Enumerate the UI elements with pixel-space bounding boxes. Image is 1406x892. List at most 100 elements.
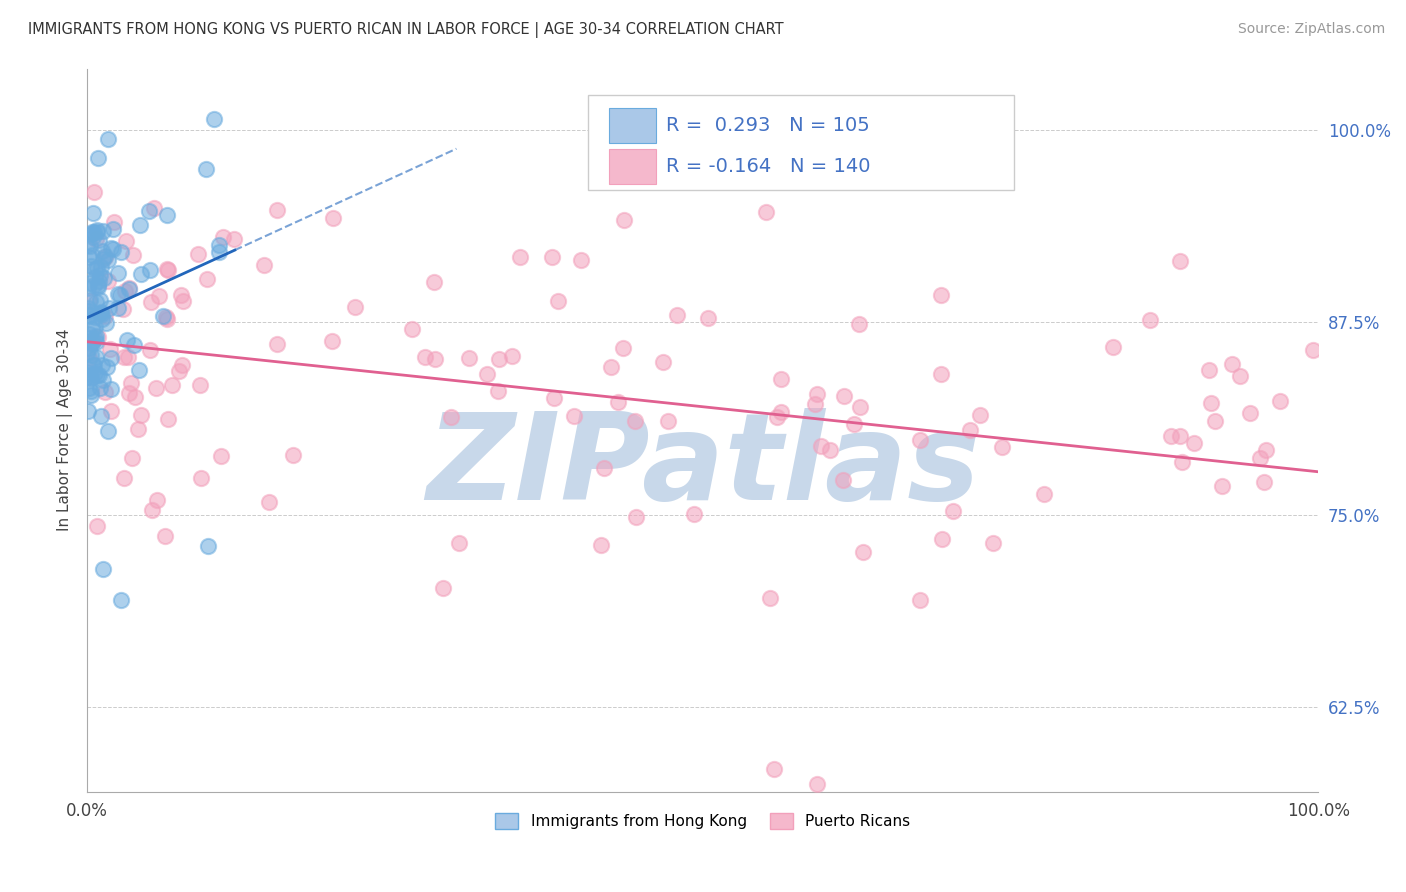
Point xyxy=(401,322,423,336)
Point xyxy=(97,425,120,439)
Point xyxy=(77,281,100,295)
Point xyxy=(82,334,104,348)
Point xyxy=(624,414,647,428)
Point xyxy=(266,202,288,217)
Point xyxy=(832,473,855,487)
Point xyxy=(76,237,98,252)
Point xyxy=(108,288,131,302)
Point xyxy=(82,230,104,244)
Point xyxy=(83,277,105,292)
Point xyxy=(77,381,100,395)
Point xyxy=(766,409,789,424)
Point xyxy=(759,591,782,605)
Point xyxy=(127,421,149,435)
Point xyxy=(77,301,100,315)
Point xyxy=(83,185,105,199)
Point xyxy=(114,284,136,298)
Point xyxy=(77,294,100,309)
Point xyxy=(910,433,932,447)
Point xyxy=(167,364,190,378)
Point xyxy=(197,539,219,553)
Point xyxy=(981,536,1004,550)
Point xyxy=(122,248,145,262)
Point xyxy=(321,334,343,348)
Point xyxy=(1249,450,1271,465)
Point xyxy=(80,248,103,262)
Point xyxy=(969,409,991,423)
Point xyxy=(107,266,129,280)
Point xyxy=(90,260,112,274)
Point xyxy=(86,232,108,246)
Point xyxy=(755,204,778,219)
Point xyxy=(208,244,231,259)
Point xyxy=(89,268,111,282)
Point xyxy=(447,536,470,550)
Point xyxy=(96,274,118,288)
Point xyxy=(82,358,104,372)
Point xyxy=(509,251,531,265)
Point xyxy=(84,319,107,334)
Point xyxy=(486,384,509,399)
Point xyxy=(97,301,120,315)
Point xyxy=(100,351,122,366)
Point xyxy=(89,274,111,288)
Point xyxy=(97,253,120,268)
Point xyxy=(190,471,212,485)
FancyBboxPatch shape xyxy=(588,95,1014,190)
Point xyxy=(195,161,218,176)
Point xyxy=(76,346,98,360)
Point xyxy=(87,279,110,293)
Point xyxy=(1101,340,1123,354)
Point xyxy=(129,408,152,422)
Point xyxy=(1168,429,1191,443)
Point xyxy=(94,249,117,263)
Point xyxy=(283,448,305,462)
Point xyxy=(80,322,103,336)
FancyBboxPatch shape xyxy=(609,108,655,143)
Point xyxy=(86,261,108,276)
Point xyxy=(910,592,932,607)
Point xyxy=(1171,455,1194,469)
Point xyxy=(1160,429,1182,443)
Point xyxy=(94,385,117,400)
Point xyxy=(1254,443,1277,458)
Point xyxy=(79,326,101,341)
Point xyxy=(157,411,180,425)
Point xyxy=(77,341,100,355)
Point xyxy=(1198,363,1220,377)
Point xyxy=(110,244,132,259)
Point xyxy=(89,306,111,320)
Point xyxy=(682,507,704,521)
Point xyxy=(770,372,793,386)
Point xyxy=(562,409,585,423)
Point xyxy=(810,439,832,453)
Text: ZIPatlas: ZIPatlas xyxy=(426,408,980,524)
Point xyxy=(793,808,815,822)
Point xyxy=(114,471,136,485)
Point xyxy=(202,112,225,126)
Point xyxy=(90,304,112,318)
Point xyxy=(769,404,792,418)
Point xyxy=(83,225,105,239)
Point xyxy=(1302,343,1324,358)
Point xyxy=(107,286,129,301)
Point xyxy=(80,259,103,273)
Point xyxy=(842,417,865,432)
Point xyxy=(569,252,592,267)
Point xyxy=(148,289,170,303)
Point xyxy=(1168,254,1191,268)
Point xyxy=(665,308,688,322)
FancyBboxPatch shape xyxy=(609,149,655,184)
Point xyxy=(120,376,142,390)
Point xyxy=(93,309,115,323)
Point xyxy=(188,377,211,392)
Point xyxy=(107,301,129,316)
Point xyxy=(80,371,103,385)
Text: R = -0.164   N = 140: R = -0.164 N = 140 xyxy=(665,157,870,176)
Point xyxy=(1239,405,1261,419)
Point xyxy=(1204,414,1226,428)
Point xyxy=(96,359,118,374)
Point xyxy=(79,309,101,323)
Point xyxy=(90,409,112,423)
Point xyxy=(118,281,141,295)
